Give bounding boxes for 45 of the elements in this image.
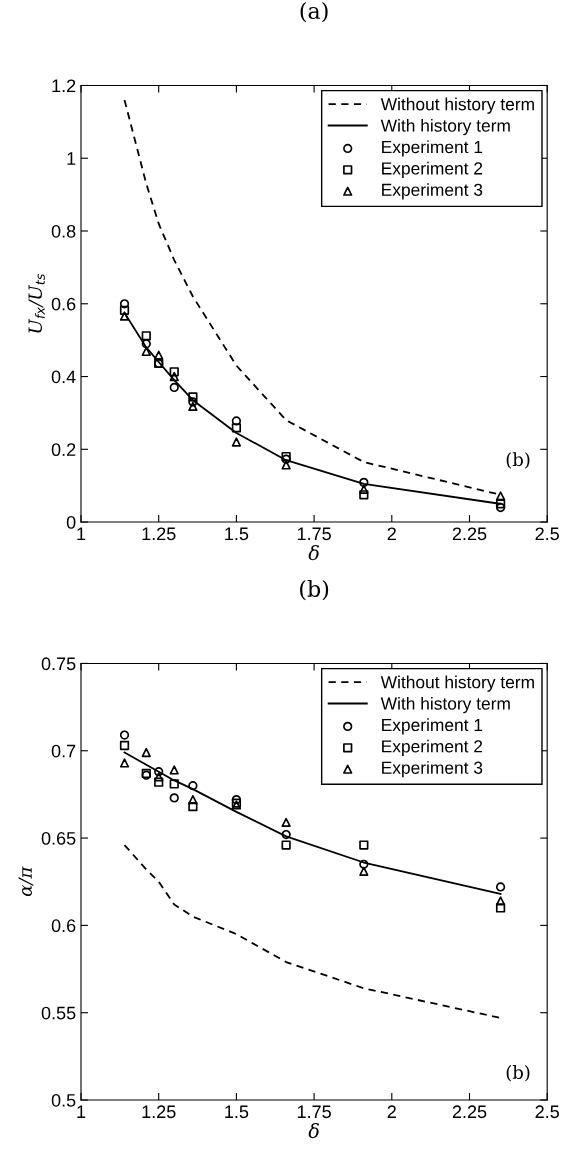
- legend-label: Experiment 3: [382, 761, 483, 778]
- x-tick-label: 1.5: [225, 527, 249, 541]
- x-tick-label: 2.25: [452, 1105, 487, 1119]
- legend-label: Experiment 2: [382, 739, 483, 756]
- y-tick-label: 1.2: [52, 79, 76, 93]
- x-tick-label: 1.75: [297, 1105, 331, 1119]
- legend-label: Without history term: [380, 675, 534, 692]
- x-tick-label: 2: [387, 1105, 396, 1118]
- y-tick-label: 0.6: [51, 919, 76, 933]
- y-tick-label: 0.55: [41, 1006, 76, 1020]
- x-tick-label: 1.25: [142, 1105, 176, 1119]
- legend-label: Without history term: [380, 97, 534, 114]
- x-tick-label: 2: [387, 527, 396, 541]
- y-tick-label: 0.75: [41, 657, 76, 671]
- y-tick-label: 0.6: [51, 297, 76, 311]
- x-tick-label: 1.75: [297, 527, 331, 541]
- chart-title: (a): [300, 1, 328, 23]
- x-tick-label: 2.5: [535, 1105, 559, 1119]
- x-tick-label: 2.25: [452, 527, 487, 541]
- y-tick-label: 1: [67, 152, 76, 165]
- x-tick-label: 1.25: [142, 527, 176, 541]
- legend-label: With history term: [380, 696, 510, 714]
- y-tick-label: 0.7: [51, 744, 76, 758]
- annotation: (b): [506, 1065, 530, 1082]
- legend-label: Experiment 2: [382, 161, 483, 178]
- y-tick-label: 0.5: [51, 1093, 76, 1107]
- y-axis-title: U$_{fx}$/U$_{ts}$: [28, 273, 45, 333]
- legend-label: With history term: [380, 119, 510, 136]
- x-axis-title: δ: [308, 1123, 320, 1139]
- y-axis-title: α/π: [18, 866, 34, 897]
- y-tick-label: 0.8: [51, 224, 76, 238]
- x-tick-label: 1.5: [225, 1105, 249, 1119]
- legend-label: Experiment 1: [382, 140, 483, 157]
- x-tick-label: 1: [77, 1105, 86, 1118]
- x-tick-label: 2.5: [535, 527, 559, 541]
- legend-label: Experiment 1: [382, 718, 483, 735]
- chart-title: (b): [300, 579, 329, 601]
- x-axis-title: δ: [308, 545, 320, 561]
- y-tick-label: 0: [66, 515, 76, 529]
- y-tick-label: 0.65: [41, 832, 76, 845]
- legend-label: Experiment 3: [382, 183, 483, 200]
- annotation: (b): [506, 452, 530, 469]
- x-tick-label: 1: [77, 527, 86, 541]
- y-tick-label: 0.4: [51, 370, 76, 384]
- y-tick-label: 0.2: [51, 443, 76, 457]
